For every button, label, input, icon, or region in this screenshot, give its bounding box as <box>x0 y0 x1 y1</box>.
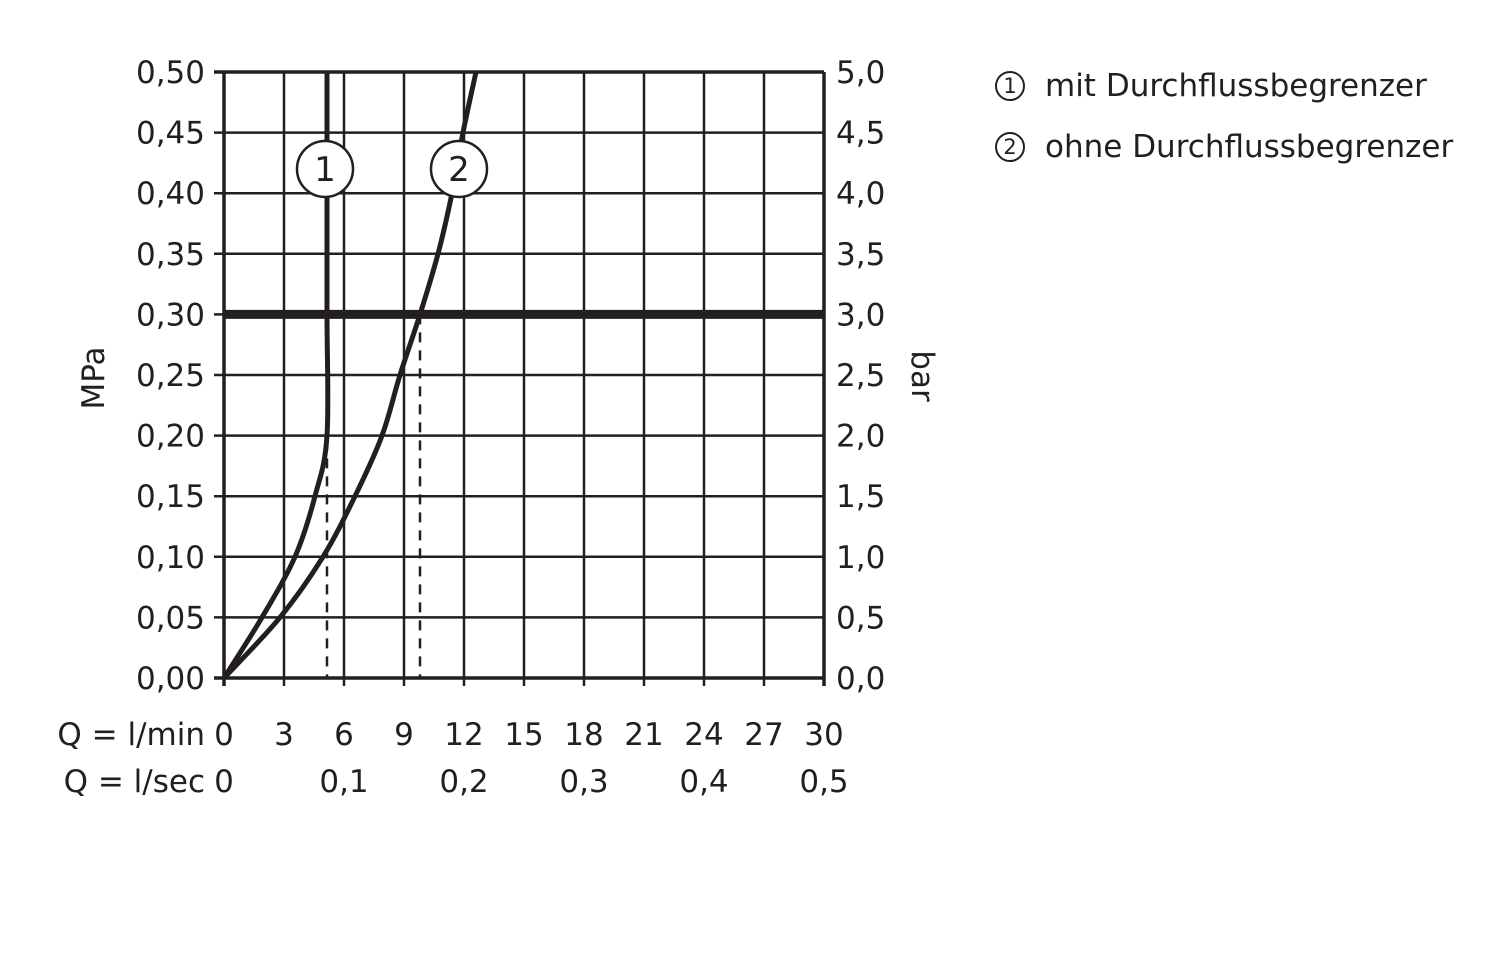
y-tick-label-right: 4,5 <box>836 116 885 152</box>
x-axis-label-lmin: Q = l/min <box>57 717 205 753</box>
x-tick-label-sec: 0 <box>214 764 234 800</box>
y-axis-label-right: bar <box>904 350 940 402</box>
y-tick-label-right: 2,5 <box>836 358 885 394</box>
y-tick-label: 0,15 <box>136 479 205 515</box>
y-tick-label: 0,45 <box>136 116 205 152</box>
curve-label-circle-2 <box>429 139 489 199</box>
y-tick-label: 0,05 <box>136 600 205 636</box>
y-tick-label-right: 3,0 <box>836 297 885 333</box>
curve-label-2: 2 <box>448 150 470 190</box>
x-tick-label-sec: 0,5 <box>799 764 848 800</box>
x-tick-label: 6 <box>334 717 354 753</box>
y-tick-label: 0,10 <box>136 540 205 576</box>
x-tick-label-sec: 0,3 <box>559 764 608 800</box>
y-tick-label-right: 3,5 <box>836 237 885 273</box>
legend-item-1: 1 mit Durchflussbegrenzer <box>995 68 1427 104</box>
x-tick-label: 27 <box>744 717 783 753</box>
x-axis-label-lsec: Q = l/sec <box>64 764 205 800</box>
x-tick-label-sec: 0,2 <box>439 764 488 800</box>
y-tick-label: 0,25 <box>136 358 205 394</box>
x-tick-label: 24 <box>684 717 723 753</box>
y-tick-label-right: 1,5 <box>836 479 885 515</box>
y-tick-label-right: 2,0 <box>836 419 885 455</box>
y-tick-label-right: 4,0 <box>836 176 885 212</box>
y-tick-label-right: 5,0 <box>836 55 885 91</box>
y-tick-label: 0,35 <box>136 237 205 273</box>
legend-item-2: 2 ohne Durchflussbegrenzer <box>995 129 1453 165</box>
x-tick-label-sec: 0,4 <box>679 764 728 800</box>
x-tick-label-sec: 0,1 <box>319 764 368 800</box>
x-tick-label: 30 <box>804 717 843 753</box>
legend-label-1: mit Durchflussbegrenzer <box>1045 68 1427 104</box>
x-tick-label: 12 <box>444 717 483 753</box>
legend-label-2: ohne Durchflussbegrenzer <box>1045 129 1454 165</box>
legend-marker-2: 2 <box>995 132 1025 162</box>
y-tick-label: 0,00 <box>136 661 205 697</box>
legend-marker-1: 1 <box>995 71 1025 101</box>
y-tick-label-right: 1,0 <box>836 540 885 576</box>
x-tick-label: 21 <box>624 717 663 753</box>
x-tick-label: 3 <box>274 717 294 753</box>
y-tick-label-right: 0,0 <box>836 661 885 697</box>
y-axis-label: MPa <box>76 346 112 409</box>
curve-label-1: 1 <box>314 150 336 190</box>
x-tick-label: 15 <box>504 717 543 753</box>
x-tick-label: 18 <box>564 717 603 753</box>
x-tick-label: 9 <box>394 717 414 753</box>
x-tick-label: 0 <box>214 717 234 753</box>
curve-label-circle-1 <box>295 139 355 199</box>
y-tick-label: 0,50 <box>136 55 205 91</box>
y-tick-label: 0,20 <box>136 419 205 455</box>
y-tick-label: 0,40 <box>136 176 205 212</box>
y-tick-label-right: 0,5 <box>836 600 885 636</box>
y-tick-label: 0,30 <box>136 297 205 333</box>
